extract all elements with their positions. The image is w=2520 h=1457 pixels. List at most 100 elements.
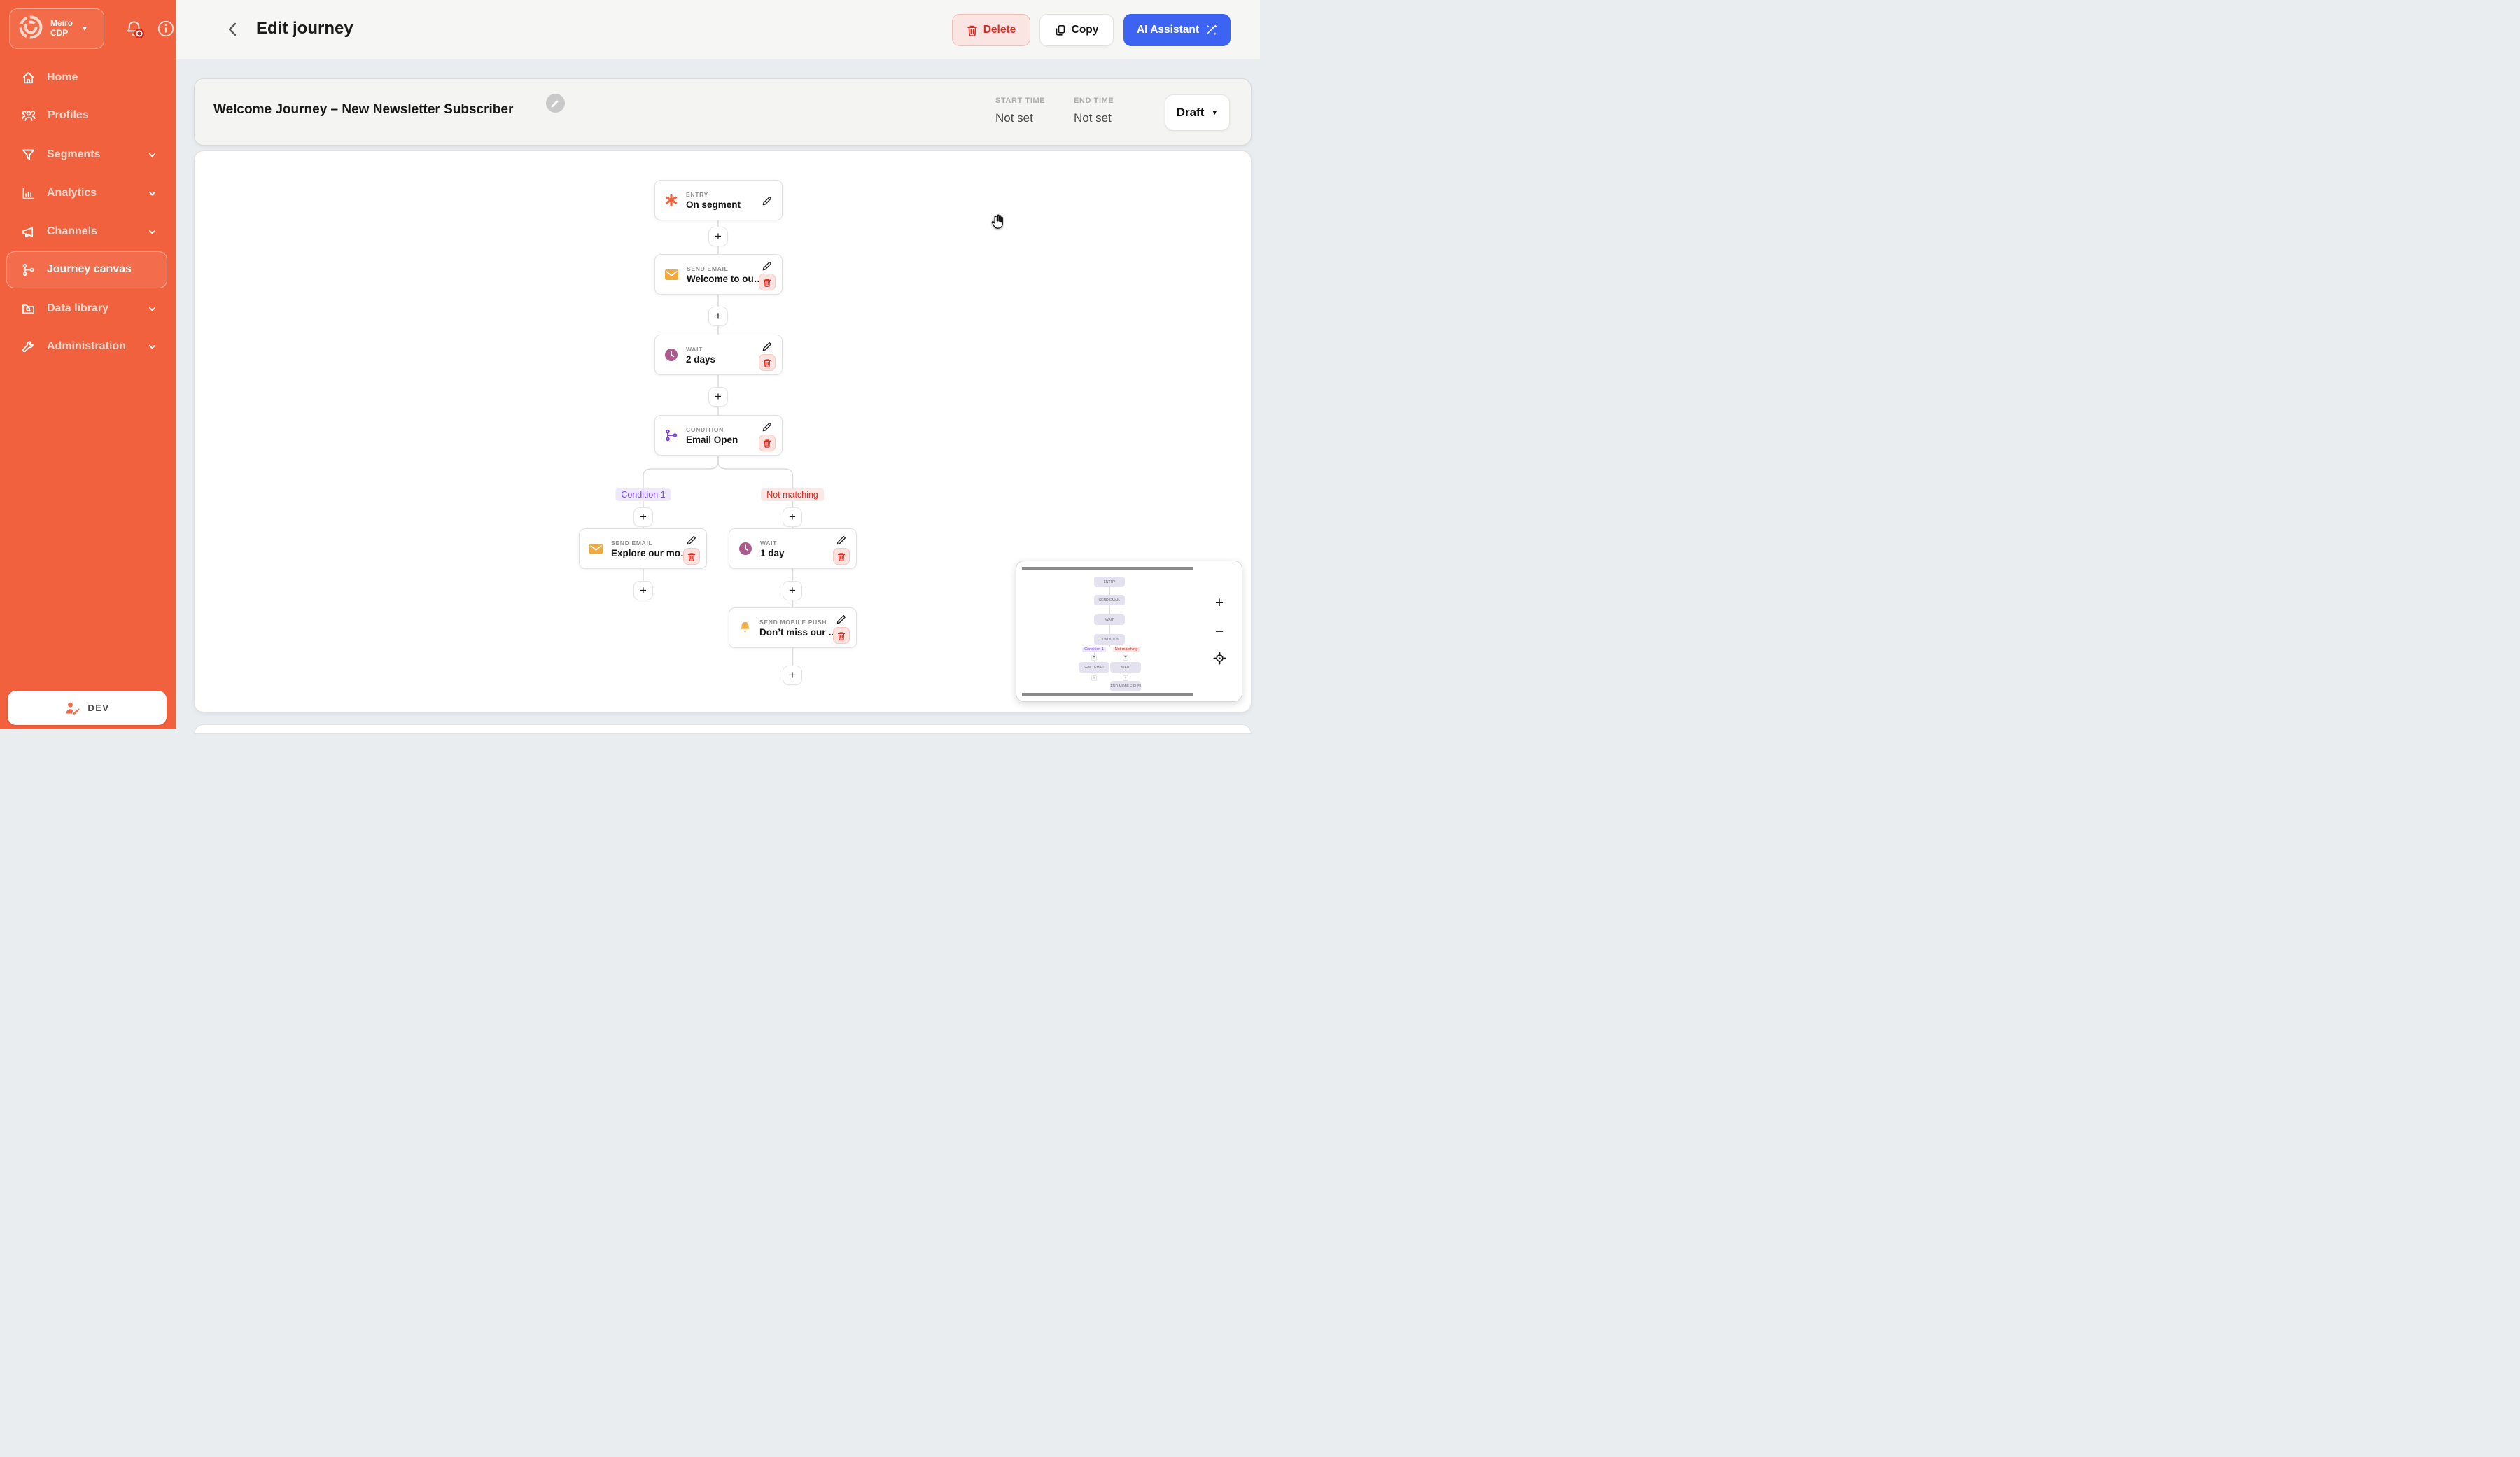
add-step-button[interactable]: +	[783, 581, 802, 600]
sidebar-item-home[interactable]: Home	[0, 64, 176, 92]
chevron-down-icon	[148, 344, 156, 349]
add-step-button[interactable]: +	[708, 387, 728, 407]
node-send-email-2[interactable]: SEND EMAIL Explore our mo…	[579, 528, 707, 569]
sidebar-selected-highlight	[6, 251, 167, 288]
sidebar-item-analytics[interactable]: Analytics	[0, 179, 176, 207]
node-condition[interactable]: CONDITION Email Open	[654, 415, 783, 456]
trash-icon	[967, 25, 977, 36]
minimap-node: ENTRY	[1094, 577, 1125, 587]
funnel-icon	[22, 149, 34, 160]
start-time-value: Not set	[995, 111, 1033, 125]
minimap-branch-label: Condition 1	[1082, 647, 1106, 652]
edit-node-button[interactable]	[836, 614, 847, 628]
minimap-plus-dot: +	[1123, 675, 1128, 681]
home-icon	[22, 71, 34, 83]
edit-node-button[interactable]	[762, 341, 773, 355]
sidebar-item-profiles[interactable]: Profiles	[0, 101, 176, 129]
edit-node-button[interactable]	[762, 260, 773, 274]
delete-button[interactable]: Delete	[952, 14, 1030, 46]
meiro-logo-icon	[17, 13, 45, 45]
journey-header-card: Welcome Journey – New Newsletter Subscri…	[194, 78, 1252, 146]
minimap[interactable]: ENTRY SEND EMAIL WAIT CONDITION Conditio…	[1016, 561, 1242, 702]
sidebar-item-journey-canvas[interactable]: Journey canvas	[0, 255, 176, 283]
pencil-icon	[762, 422, 772, 432]
minimap-node: WAIT	[1094, 614, 1125, 625]
edit-node-button[interactable]	[762, 195, 773, 209]
edit-node-button[interactable]	[836, 535, 847, 549]
minimap-branch-label: Not matching	[1112, 647, 1140, 652]
node-send-email-1[interactable]: SEND EMAIL Welcome to ou…	[654, 254, 783, 295]
email-icon	[665, 269, 678, 280]
workspace-switcher[interactable]: Meiro CDP ▼	[9, 8, 104, 49]
folder-search-icon	[22, 304, 34, 314]
node-entry[interactable]: ENTRY On segment	[654, 180, 783, 220]
minimap-plus-dot: +	[1091, 675, 1097, 681]
top-bar: Edit journey Delete Copy AI Assistant	[176, 0, 1260, 59]
trash-icon	[837, 552, 846, 561]
minimap-node: SEND EMAIL	[1079, 662, 1110, 673]
copy-button[interactable]: Copy	[1040, 14, 1114, 46]
delete-node-button[interactable]	[759, 435, 776, 451]
sidebar-item-segments[interactable]: Segments	[0, 141, 176, 169]
add-step-button[interactable]: +	[783, 507, 802, 527]
sidebar-item-channels[interactable]: Channels	[0, 218, 176, 246]
node-wait-1[interactable]: WAIT 2 days	[654, 335, 783, 375]
email-icon	[589, 543, 603, 554]
sidebar-item-administration[interactable]: Administration	[0, 332, 176, 360]
trash-icon	[837, 631, 846, 640]
fit-view-target-button[interactable]	[1211, 649, 1228, 666]
push-bell-icon	[741, 621, 750, 632]
delete-node-button[interactable]	[833, 548, 850, 565]
minimap-scrollbar-bottom[interactable]	[1022, 693, 1193, 696]
node-send-mobile-push[interactable]: SEND MOBILE PUSH Don’t miss our …	[729, 607, 857, 648]
info-icon[interactable]	[157, 20, 175, 41]
chevron-down-icon	[148, 230, 156, 234]
pencil-icon	[836, 614, 846, 624]
crosshair-icon	[1212, 651, 1226, 665]
entry-asterisk-icon	[665, 193, 678, 207]
condition-branch-icon	[666, 429, 678, 442]
add-step-button[interactable]: +	[783, 666, 802, 685]
zoom-out-button[interactable]: −	[1214, 624, 1224, 640]
magic-wand-icon	[1207, 24, 1217, 35]
edit-journey-name-button[interactable]	[546, 94, 565, 113]
trash-icon	[763, 439, 771, 448]
profiles-icon	[22, 110, 36, 121]
branch-label-not-matching: Not matching	[761, 488, 824, 501]
sidebar-item-data-library[interactable]: Data library	[0, 295, 176, 323]
back-button[interactable]	[225, 21, 241, 41]
end-time-value: Not set	[1074, 111, 1112, 125]
end-time-label: END TIME	[1074, 97, 1114, 105]
hand-grab-cursor	[990, 213, 1006, 234]
chevron-down-icon: ▼	[81, 24, 88, 33]
page-title: Edit journey	[256, 19, 354, 38]
zoom-in-button[interactable]: +	[1214, 595, 1224, 611]
add-step-button[interactable]: +	[708, 307, 728, 326]
edit-node-button[interactable]	[687, 535, 697, 549]
node-wait-2[interactable]: WAIT 1 day	[729, 528, 857, 569]
delete-node-button[interactable]	[683, 548, 700, 565]
delete-node-button[interactable]	[759, 354, 776, 371]
dev-user-button[interactable]: DEV	[8, 691, 167, 725]
trash-icon	[763, 278, 771, 287]
add-step-button[interactable]: +	[634, 581, 653, 600]
pencil-icon	[687, 535, 696, 545]
delete-node-button[interactable]	[833, 627, 850, 644]
journey-title: Welcome Journey – New Newsletter Subscri…	[214, 102, 514, 117]
copy-icon	[1056, 24, 1065, 36]
add-step-button[interactable]: +	[634, 507, 653, 527]
branch-label-condition-1: Condition 1	[615, 488, 671, 501]
minimap-node: SEND EMAIL	[1094, 595, 1125, 605]
pencil-icon	[762, 342, 772, 351]
notifications-bell-icon[interactable]	[125, 20, 144, 42]
pencil-icon	[762, 261, 772, 271]
delete-node-button[interactable]	[759, 274, 776, 290]
trash-icon	[687, 552, 696, 561]
edit-node-button[interactable]	[762, 421, 773, 435]
ai-assistant-button[interactable]: AI Assistant	[1124, 14, 1231, 46]
minimap-scrollbar-top[interactable]	[1022, 567, 1193, 570]
status-dropdown[interactable]: Draft ▼	[1165, 94, 1230, 131]
sidebar: Meiro CDP ▼ Home Profiles	[0, 0, 176, 728]
journey-canvas[interactable]: ENTRY On segment + SEND EMAIL Welcome to o…	[194, 150, 1252, 712]
add-step-button[interactable]: +	[708, 227, 728, 246]
